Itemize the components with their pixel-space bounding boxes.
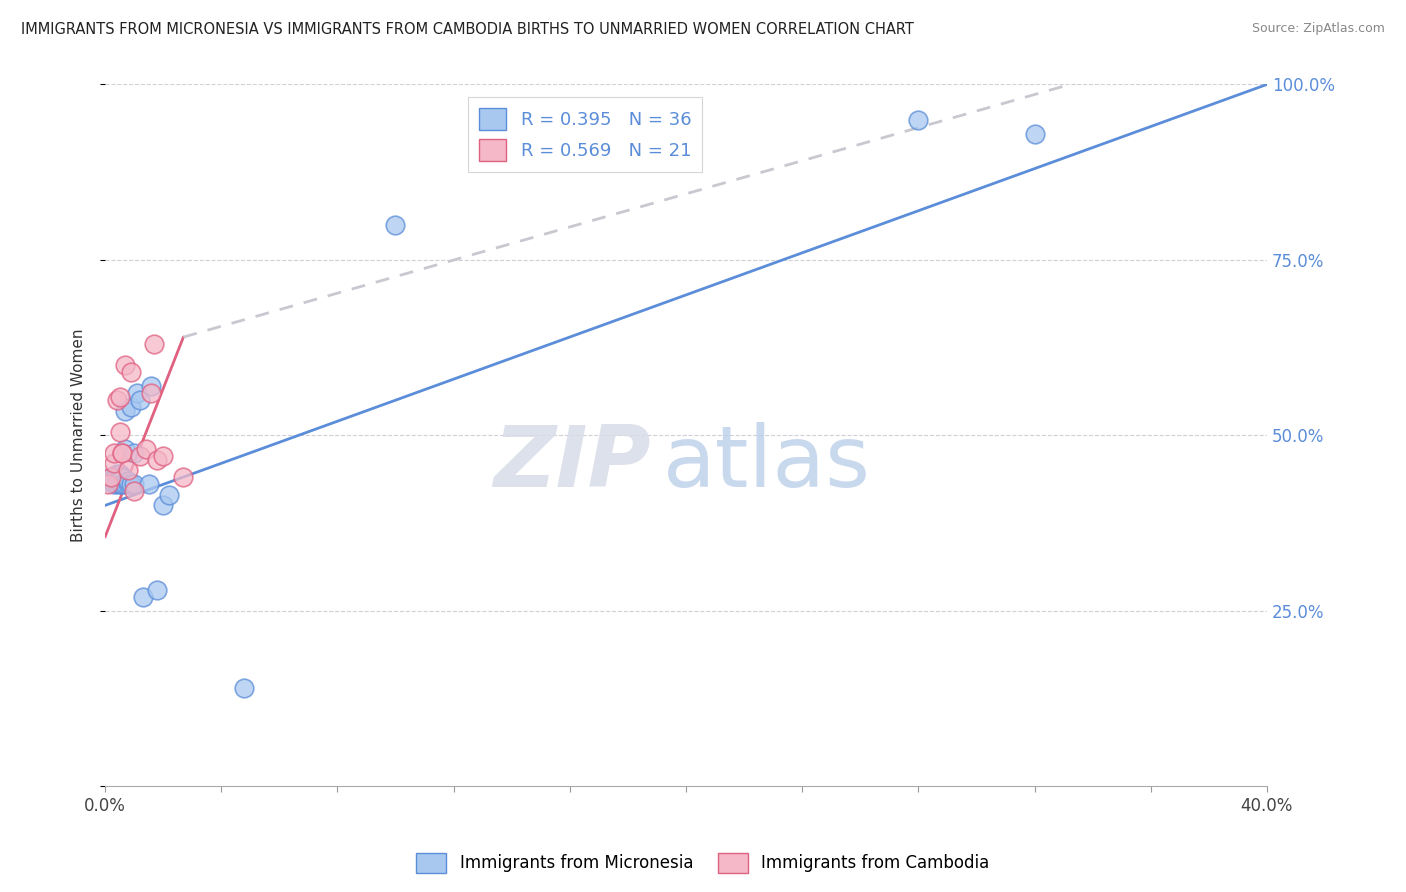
Point <box>105 467 128 481</box>
Point <box>146 453 169 467</box>
Point <box>146 582 169 597</box>
Point <box>152 450 174 464</box>
Point <box>114 477 136 491</box>
Point <box>103 474 125 488</box>
Point <box>233 681 256 695</box>
Point <box>172 470 194 484</box>
Point <box>111 446 134 460</box>
Point <box>111 470 134 484</box>
Point <box>108 474 131 488</box>
Point <box>103 456 125 470</box>
Point <box>128 450 150 464</box>
Point <box>125 386 148 401</box>
Text: ZIP: ZIP <box>494 422 651 505</box>
Point <box>117 463 139 477</box>
Point <box>108 477 131 491</box>
Point <box>120 401 142 415</box>
Point <box>114 442 136 457</box>
Point <box>152 499 174 513</box>
Point <box>384 218 406 232</box>
Point <box>97 474 120 488</box>
Point <box>100 474 122 488</box>
Point <box>97 477 120 491</box>
Point <box>120 477 142 491</box>
Point <box>122 477 145 491</box>
Point <box>117 477 139 491</box>
Point <box>103 477 125 491</box>
Point <box>108 425 131 439</box>
Point <box>100 470 122 484</box>
Point <box>111 446 134 460</box>
Point <box>105 477 128 491</box>
Point <box>105 474 128 488</box>
Legend: Immigrants from Micronesia, Immigrants from Cambodia: Immigrants from Micronesia, Immigrants f… <box>409 847 997 880</box>
Point <box>143 337 166 351</box>
Point <box>157 488 180 502</box>
Point <box>128 393 150 408</box>
Point <box>132 590 155 604</box>
Point <box>122 446 145 460</box>
Point <box>105 393 128 408</box>
Y-axis label: Births to Unmarried Women: Births to Unmarried Women <box>72 328 86 542</box>
Point <box>1024 127 1046 141</box>
Point <box>111 477 134 491</box>
Point <box>117 474 139 488</box>
Point <box>120 365 142 379</box>
Point <box>135 442 157 457</box>
Text: atlas: atlas <box>662 422 870 505</box>
Text: IMMIGRANTS FROM MICRONESIA VS IMMIGRANTS FROM CAMBODIA BIRTHS TO UNMARRIED WOMEN: IMMIGRANTS FROM MICRONESIA VS IMMIGRANTS… <box>21 22 914 37</box>
Point <box>108 470 131 484</box>
Point <box>108 390 131 404</box>
Point <box>103 470 125 484</box>
Legend: R = 0.395   N = 36, R = 0.569   N = 21: R = 0.395 N = 36, R = 0.569 N = 21 <box>468 97 702 172</box>
Point <box>114 403 136 417</box>
Point <box>108 467 131 481</box>
Point <box>141 379 163 393</box>
Point <box>138 477 160 491</box>
Point <box>907 112 929 127</box>
Point <box>100 470 122 484</box>
Point <box>103 446 125 460</box>
Text: Source: ZipAtlas.com: Source: ZipAtlas.com <box>1251 22 1385 36</box>
Point <box>114 358 136 372</box>
Point <box>141 386 163 401</box>
Point <box>122 484 145 499</box>
